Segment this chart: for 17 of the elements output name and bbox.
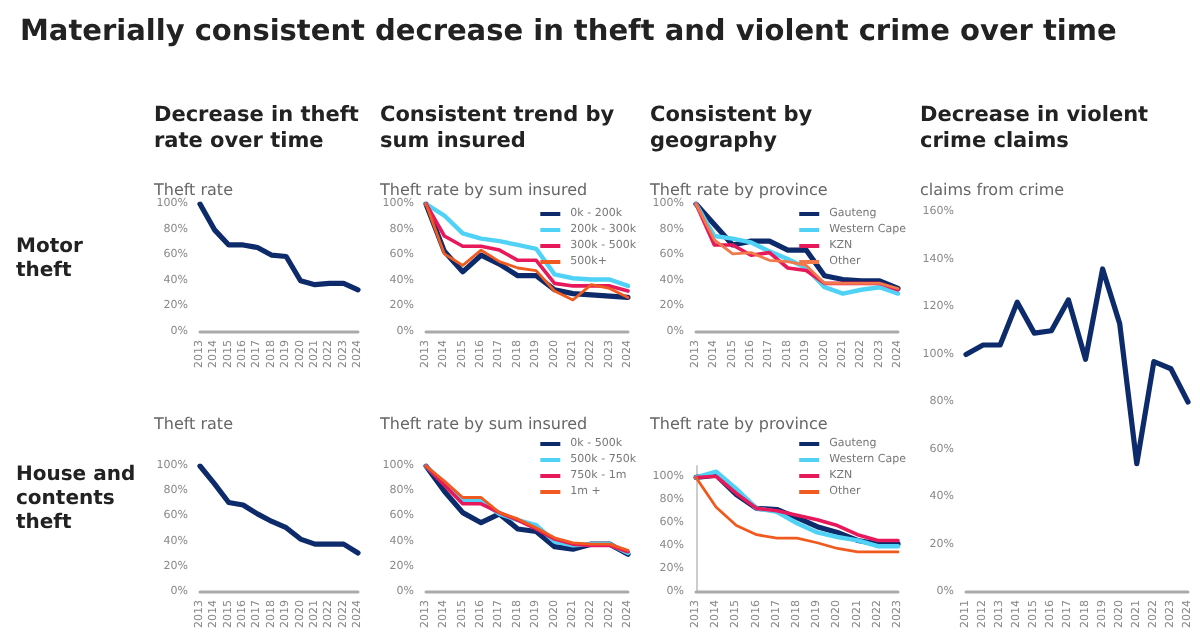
chart-title: Consistent by geography <box>650 103 820 153</box>
chart-title: Decrease in violent crime claims <box>920 103 1156 153</box>
chart-title: Consistent trend by sum insured <box>380 103 622 153</box>
text: House and contents theft <box>16 464 138 536</box>
chart-subtitle: Theft rate by province <box>648 181 828 199</box>
chart-title: Decrease in theft rate over time <box>154 103 367 153</box>
text: Motor theft <box>16 236 85 284</box>
line-series <box>197 201 361 293</box>
chart-subtitle: claims from crime <box>920 181 1065 199</box>
line-series <box>963 266 1191 467</box>
chart-subtitle: Theft rate <box>152 181 234 199</box>
chart-title: Theft rate by province <box>648 415 828 433</box>
line-series <box>197 463 361 556</box>
text: Materially consistent decrease in theft and violent crime over time <box>20 16 1117 48</box>
chart-title: Theft rate <box>152 415 234 433</box>
chart-subtitle: Theft rate by sum insured <box>378 181 588 199</box>
chart-title: Theft rate by sum insured <box>378 415 588 433</box>
